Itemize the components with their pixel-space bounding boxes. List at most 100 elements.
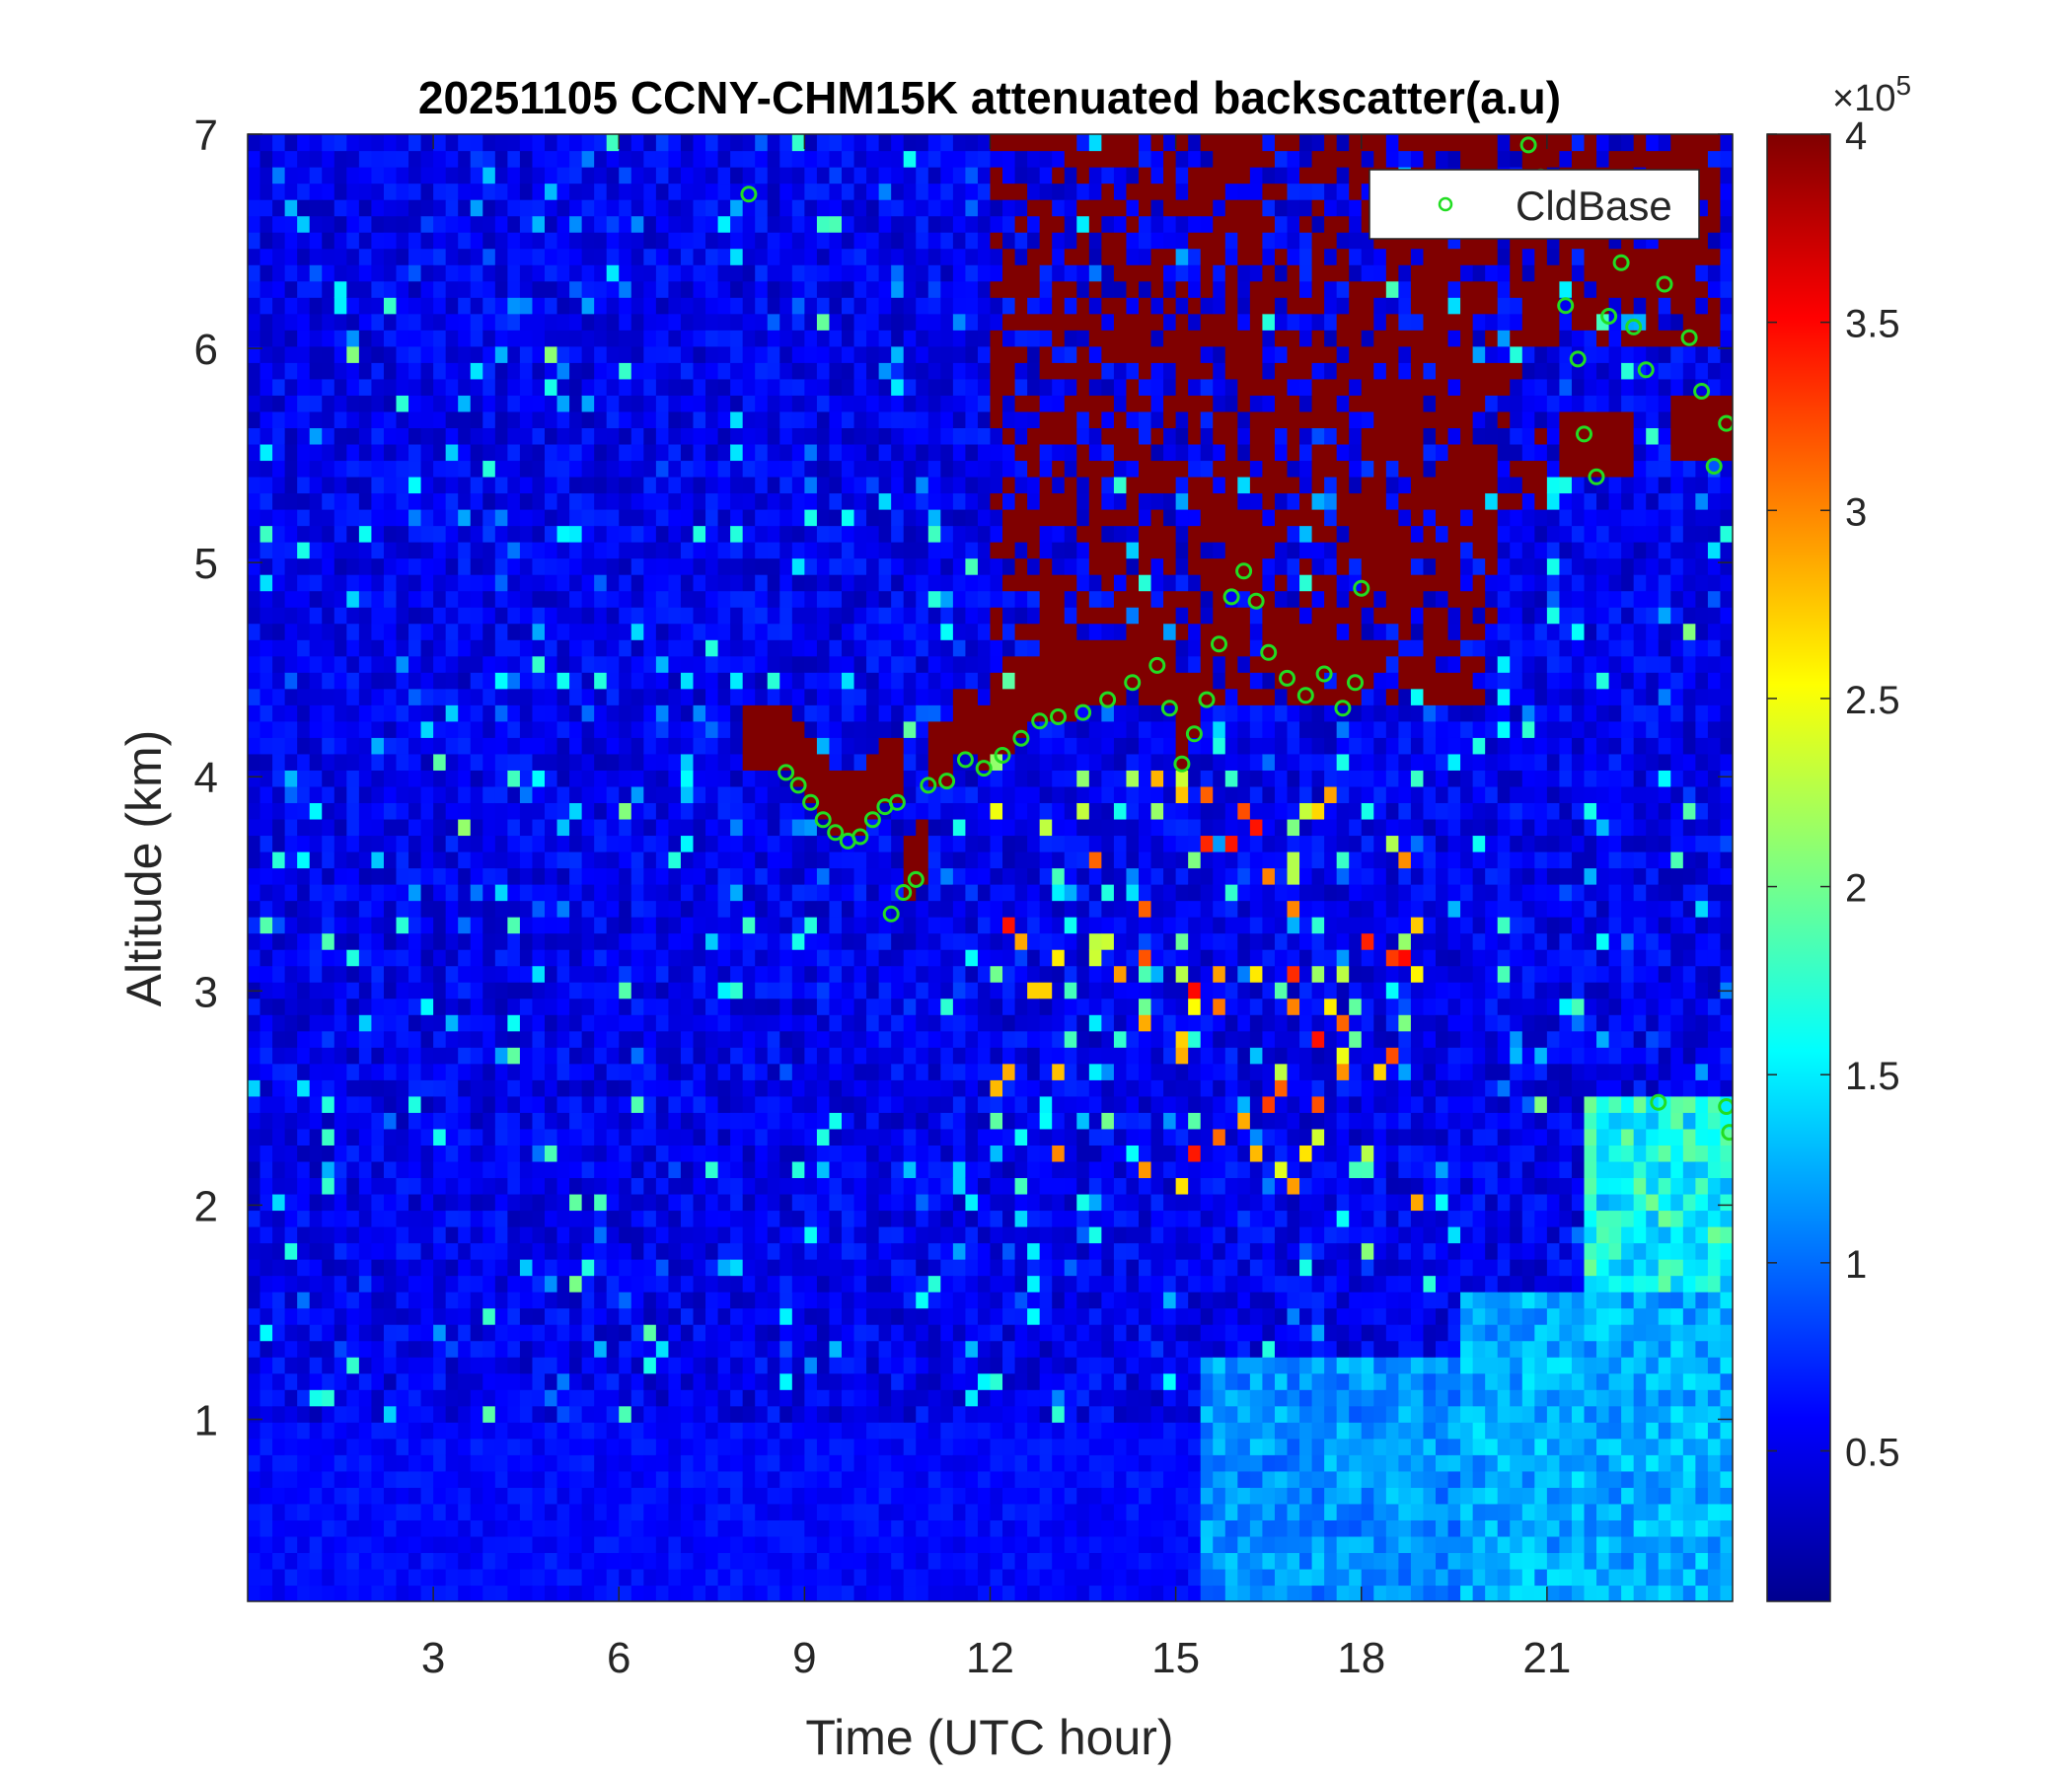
heatmap-cell [519,167,534,185]
heatmap-cell [433,378,447,396]
heatmap-cell [445,1242,459,1260]
heatmap-cell [791,167,805,185]
heatmap-cell [742,542,756,559]
heatmap-cell [309,313,323,331]
heatmap-cell [791,395,805,412]
heatmap-cell [371,183,385,200]
heatmap-cell [346,1454,360,1472]
heatmap-cell [259,1307,273,1325]
heatmap-cell [829,1535,843,1554]
heatmap-cell [643,884,657,902]
heatmap-cell [470,509,483,527]
heatmap-cell [643,330,657,347]
heatmap-cell [853,998,867,1015]
heatmap-cell [371,378,385,396]
heatmap-cell [853,704,867,722]
heatmap-cell [693,1340,706,1358]
heatmap-cell [891,150,905,168]
heatmap-cell [322,1210,335,1227]
heatmap-cell [383,232,398,250]
heatmap-cell [655,1470,670,1488]
heatmap-cell [408,574,422,592]
heatmap-cell [284,720,298,738]
heatmap-cell [655,867,670,885]
heatmap-cell [383,1405,398,1423]
heatmap-cell [507,982,521,999]
heatmap-cell [333,949,347,967]
heatmap-cell [791,1160,805,1179]
heatmap-cell [569,655,583,673]
heatmap-cell [470,1470,483,1488]
heatmap-cell [556,574,570,592]
heatmap-cell [333,917,347,934]
heatmap-cell [507,1438,521,1455]
heatmap-cell [730,802,744,820]
heatmap-cell [259,949,273,967]
heatmap-cell [891,1454,905,1472]
heatmap-cell [791,1292,805,1309]
heatmap-cell [866,672,880,690]
heatmap-cell [842,1307,855,1325]
heatmap-cell [878,655,892,673]
heatmap-cell [259,917,273,934]
heatmap-cell [630,1389,644,1407]
heatmap-cell [494,150,508,168]
heatmap-cell [655,688,670,705]
heatmap-cell [755,1063,769,1080]
heatmap-cell [309,1503,323,1520]
heatmap-cell [458,900,472,918]
heatmap-cell [248,1324,261,1342]
heatmap-cell [383,1454,398,1472]
heatmap-cell [259,264,273,282]
heatmap-cell [594,313,608,331]
heatmap-cell [581,1340,595,1358]
heatmap-cell [272,851,286,869]
heatmap-cell [804,720,818,738]
heatmap-cell [816,1552,831,1570]
heatmap-cell [408,1030,422,1048]
heatmap-cell [408,835,422,852]
heatmap-cell [594,410,608,428]
heatmap-cell [816,1210,831,1227]
heatmap-cell [433,590,447,608]
heatmap-cell [643,1079,657,1097]
heatmap-cell [866,1585,880,1601]
heatmap-cell [680,623,695,640]
heatmap-cell [779,264,793,282]
heatmap-cell [866,1357,880,1374]
heatmap-cell [569,639,583,657]
heatmap-cell [668,1128,682,1146]
heatmap-cell [358,900,373,918]
heatmap-cell [779,884,793,902]
heatmap-cell [891,1014,905,1032]
heatmap-cell [494,998,508,1015]
heatmap-cell [482,443,496,462]
heatmap-cell [433,167,447,185]
heatmap-cell [581,965,595,983]
heatmap-cell [272,460,286,478]
heatmap-cell [916,1324,929,1342]
heatmap-cell [408,1128,422,1146]
heatmap-cell [705,607,719,625]
heatmap-cell [853,427,867,445]
heatmap-cell [545,1014,558,1032]
heatmap-cell [630,395,644,412]
heatmap-cell [297,167,311,185]
heatmap-cell [482,1340,496,1358]
heatmap-cell [866,1568,880,1587]
heatmap-cell [842,770,855,787]
heatmap-cell [532,410,546,428]
heatmap-cell [767,509,780,527]
heatmap-cell [891,720,905,738]
heatmap-cell [581,932,595,950]
heatmap-cell [272,280,286,298]
heatmap-cell [891,1193,905,1212]
heatmap-cell [643,1112,657,1130]
heatmap-cell [891,1275,905,1293]
heatmap-cell [507,1503,521,1520]
heatmap-cell [272,167,286,185]
heatmap-cell [767,1519,780,1537]
heatmap-cell [767,215,780,233]
heatmap-cell [297,460,311,478]
heatmap-cell [730,851,744,869]
